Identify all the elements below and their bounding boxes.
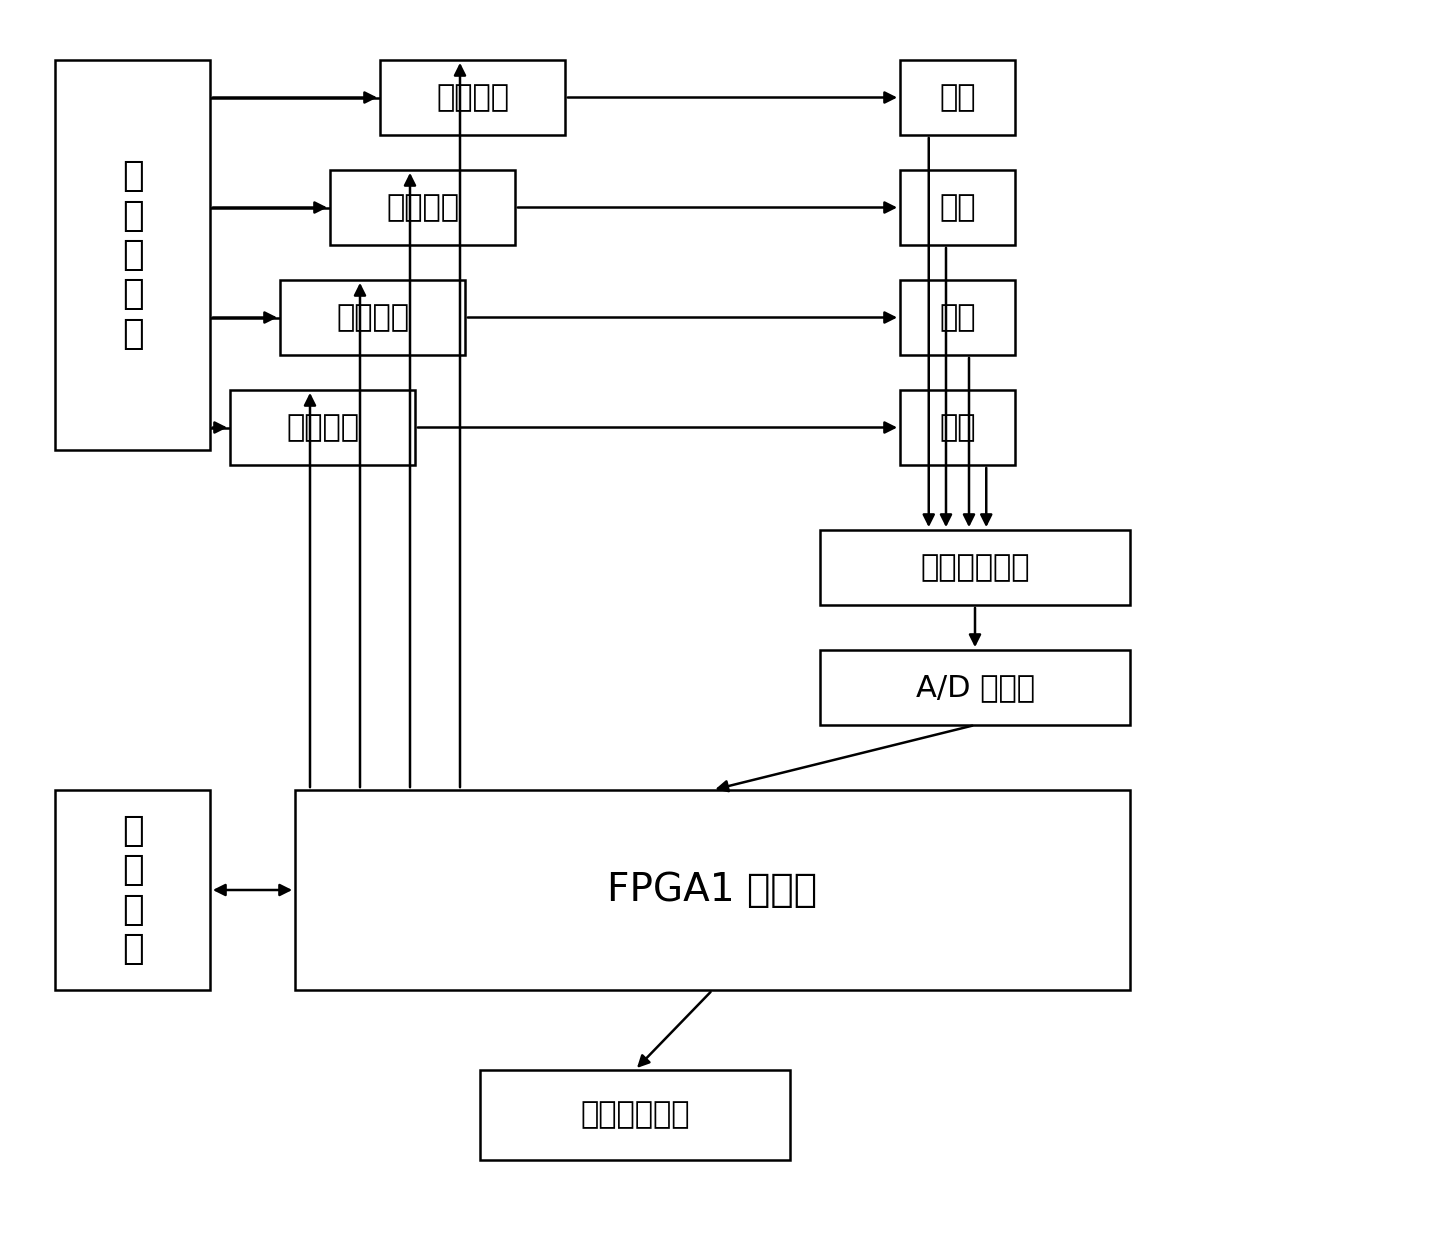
Text: FPGA1 控制器: FPGA1 控制器 — [607, 871, 817, 909]
Text: 输出: 输出 — [939, 193, 975, 222]
Text: 液晶显示模块: 液晶显示模块 — [580, 1101, 689, 1129]
Bar — [820, 530, 1130, 605]
Bar — [900, 170, 1015, 245]
Bar — [480, 1070, 790, 1161]
Text: A/D 转换器: A/D 转换器 — [916, 674, 1034, 702]
Bar — [900, 60, 1015, 135]
Bar — [820, 650, 1130, 725]
Bar — [900, 280, 1015, 356]
Bar — [294, 790, 1130, 990]
Text: 隔离调整: 隔离调整 — [286, 413, 359, 442]
Bar — [55, 60, 210, 449]
Text: 隔离调整: 隔离调整 — [386, 193, 460, 222]
Text: 多
路
变
压
器: 多 路 变 压 器 — [122, 159, 144, 351]
Text: 输出: 输出 — [939, 303, 975, 332]
Bar — [381, 60, 564, 135]
Bar — [55, 790, 210, 990]
Text: 隔离调整: 隔离调整 — [437, 83, 508, 111]
Bar — [230, 391, 415, 464]
Text: 输出: 输出 — [939, 413, 975, 442]
Text: 信号取样模块: 信号取样模块 — [920, 553, 1030, 582]
Bar — [330, 170, 516, 245]
Bar — [280, 280, 465, 356]
Text: 输出: 输出 — [939, 83, 975, 111]
Bar — [900, 391, 1015, 464]
Text: 隔离调整: 隔离调整 — [336, 303, 409, 332]
Text: 通
讯
模
块: 通 讯 模 块 — [122, 814, 144, 967]
